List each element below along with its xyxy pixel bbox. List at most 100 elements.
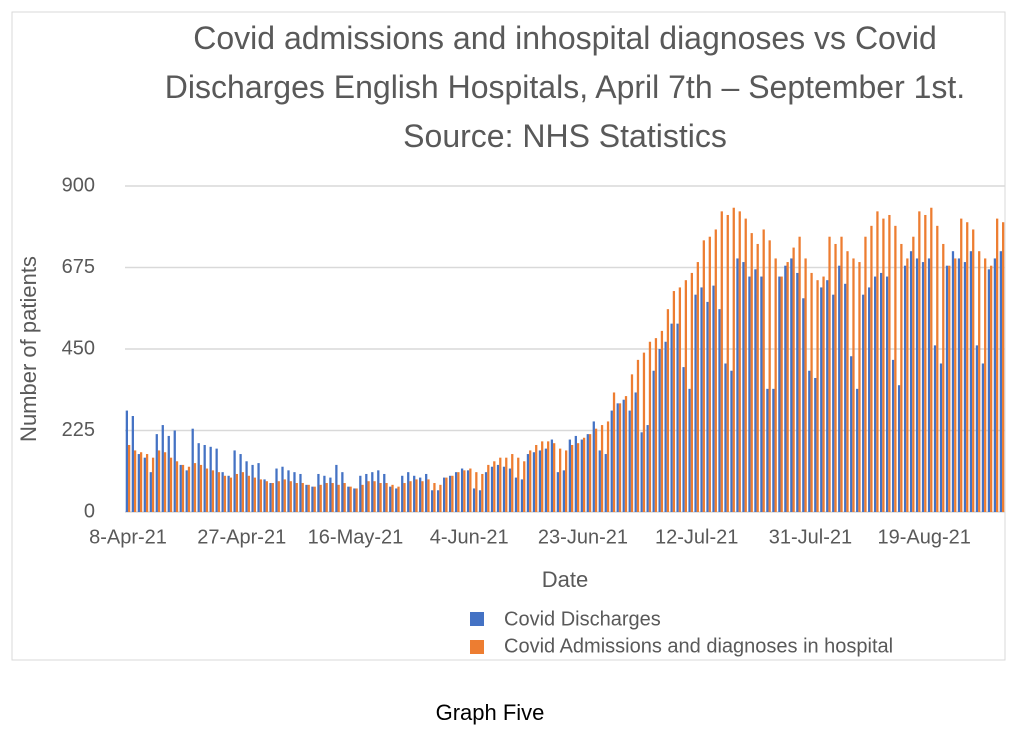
bar <box>421 481 424 512</box>
bar <box>275 468 278 512</box>
bar <box>413 475 416 512</box>
bar <box>852 258 855 512</box>
bar <box>251 464 254 512</box>
bar <box>927 258 931 512</box>
bar <box>678 287 682 512</box>
bar <box>954 258 957 512</box>
bar <box>726 214 729 512</box>
bar <box>508 468 512 512</box>
bar <box>355 488 358 512</box>
bar <box>598 450 601 512</box>
bar <box>541 441 544 512</box>
y-tick-label: 900 <box>62 174 95 196</box>
bar <box>897 385 901 512</box>
bar <box>562 470 565 512</box>
bar <box>383 473 386 512</box>
bar <box>283 479 286 512</box>
legend-swatch <box>470 640 484 654</box>
bar <box>448 475 452 512</box>
bar <box>730 370 733 512</box>
bar <box>247 475 250 512</box>
bar <box>469 468 472 512</box>
bar <box>253 477 256 512</box>
bar <box>909 251 913 512</box>
bar <box>654 338 658 512</box>
bar <box>437 490 440 512</box>
bar <box>349 486 352 512</box>
bar <box>720 211 723 512</box>
bar <box>205 468 209 512</box>
bar <box>724 363 727 512</box>
bar <box>221 472 224 512</box>
bar <box>526 454 530 512</box>
bar <box>948 265 951 512</box>
bar <box>594 428 598 512</box>
bar <box>684 280 688 512</box>
bar <box>419 477 422 512</box>
bar <box>490 466 494 512</box>
bar <box>169 457 173 512</box>
bar <box>957 258 961 512</box>
bar <box>185 470 188 512</box>
bar <box>277 481 280 512</box>
bar <box>235 473 239 512</box>
bar <box>293 472 296 512</box>
bar <box>472 488 476 512</box>
bar <box>323 475 326 512</box>
bar <box>945 265 949 512</box>
bar <box>912 236 915 512</box>
bar <box>808 370 811 512</box>
bar <box>289 481 292 512</box>
bar <box>882 218 885 512</box>
bar <box>856 388 859 512</box>
bar <box>903 265 907 512</box>
bar <box>756 243 759 512</box>
bar <box>395 488 398 512</box>
bar <box>814 377 817 512</box>
bar <box>175 461 179 512</box>
bar <box>850 356 853 512</box>
bar <box>981 363 985 512</box>
bar <box>199 464 203 512</box>
bar <box>143 457 146 512</box>
bar <box>820 287 823 512</box>
bar <box>732 207 735 512</box>
bar <box>401 475 404 512</box>
bar <box>768 240 771 513</box>
bar <box>574 435 577 512</box>
bar <box>475 472 478 512</box>
bar <box>389 486 392 512</box>
x-tick-label: 16-May-21 <box>308 526 404 548</box>
bar <box>187 466 191 512</box>
bar <box>810 272 813 512</box>
bar <box>738 211 741 512</box>
bar <box>984 258 987 512</box>
bar <box>427 479 430 512</box>
bar <box>826 280 829 512</box>
bar <box>409 481 412 512</box>
bar <box>203 444 206 512</box>
bar <box>706 301 709 512</box>
bar <box>523 461 526 512</box>
bar <box>151 457 155 512</box>
bar <box>942 243 945 512</box>
bar <box>640 432 643 512</box>
bar <box>379 483 382 512</box>
bar <box>906 258 909 512</box>
bar <box>193 463 197 512</box>
bar <box>343 483 346 512</box>
bar <box>828 236 831 512</box>
bar <box>319 484 322 512</box>
bar <box>556 472 560 512</box>
bar <box>353 488 356 512</box>
bar <box>778 276 781 512</box>
bar <box>538 450 542 512</box>
bar <box>265 481 268 512</box>
bar <box>786 262 789 512</box>
bar <box>975 345 979 512</box>
bar <box>257 463 260 512</box>
bar <box>547 441 550 512</box>
bar <box>990 265 993 512</box>
bar <box>634 392 637 512</box>
bar <box>762 229 765 512</box>
